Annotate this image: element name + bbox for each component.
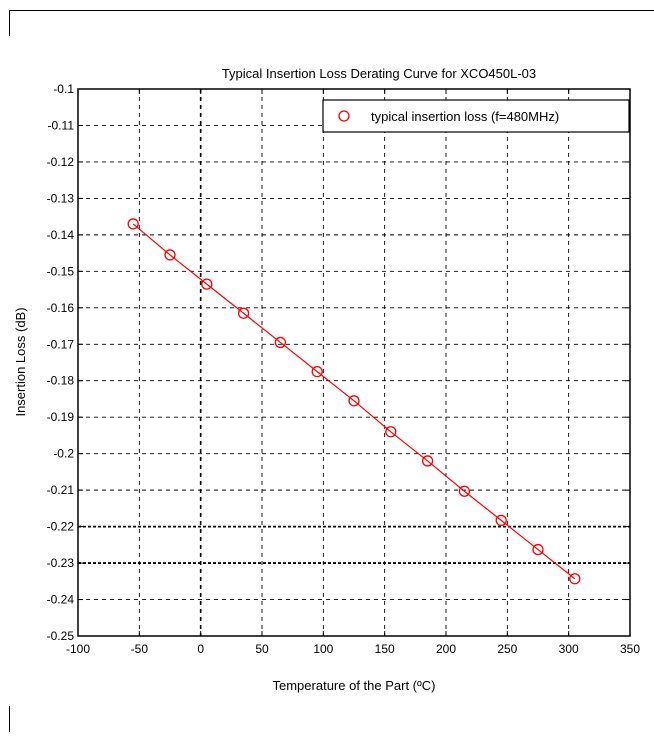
data-point [348, 395, 360, 407]
x-tick-label: 250 [497, 642, 517, 656]
y-tick-label: -0.19 [47, 410, 75, 424]
data-point [458, 485, 471, 497]
data-point [569, 573, 581, 585]
legend: typical insertion loss (f=480MHz) [322, 99, 630, 133]
data-point [421, 455, 434, 467]
y-tick-label: -0.12 [47, 155, 75, 169]
y-tick-label: -0.11 [48, 118, 75, 132]
data-point [311, 365, 323, 378]
x-axis-label: Temperature of the Part (ºC) [273, 678, 436, 693]
series-typical-insertion-loss [127, 218, 581, 585]
x-tick-label: -50 [131, 642, 149, 656]
data-point [274, 336, 287, 349]
y-tick-label: -0.2 [53, 447, 74, 461]
legend-box [322, 99, 630, 133]
data-point [164, 249, 176, 261]
x-tick-label: 0 [197, 642, 204, 656]
data-point [385, 426, 397, 438]
y-tick-label: -0.24 [47, 593, 75, 607]
x-tick-label: 150 [375, 642, 395, 656]
y-tick-label: -0.25 [47, 629, 75, 643]
y-tick-label: -0.21 [47, 483, 75, 497]
legend-marker-icon [338, 110, 350, 122]
y-tick-label: -0.23 [47, 556, 75, 570]
x-tick-label: 200 [436, 642, 456, 656]
y-axis-label: Insertion Loss (dB) [13, 307, 28, 416]
series-line [132, 223, 576, 580]
y-tick-label: -0.16 [47, 301, 75, 315]
data-point [201, 278, 213, 290]
x-tick-label: 350 [620, 642, 640, 656]
data-point [237, 307, 250, 319]
y-tick-labels: -0.1 -0.11 -0.12 -0.13 -0.14 -0.15 -0.16 -0.17 -… [47, 82, 75, 643]
data-point [127, 218, 139, 230]
frame-corner-top [9, 10, 654, 36]
axis-ticks [77, 88, 631, 637]
legend-label: typical insertion loss (f=480MHz) [371, 109, 559, 124]
x-tick-label: 100 [313, 642, 333, 656]
chart-title: Typical Insertion Loss Derating Curve fo… [222, 66, 536, 81]
plot-area-border [77, 88, 631, 637]
y-tick-label: -0.22 [47, 520, 75, 534]
x-tick-label: 50 [255, 642, 269, 656]
x-tick-labels: -100 -50 0 50 100 150 200 250 300 350 [66, 642, 640, 656]
data-point [532, 543, 544, 556]
frame-corner-bottom [9, 706, 11, 732]
y-tick-label: -0.17 [47, 337, 75, 351]
grid-lines [78, 89, 630, 636]
y-tick-label: -0.13 [47, 191, 75, 205]
y-tick-label: -0.1 [53, 82, 74, 96]
x-tick-label: 300 [559, 642, 579, 656]
data-point [495, 514, 507, 527]
x-tick-label: -100 [66, 642, 90, 656]
y-tick-label: -0.14 [47, 228, 75, 242]
y-tick-label: -0.18 [47, 374, 75, 388]
y-tick-label: -0.15 [47, 264, 75, 278]
